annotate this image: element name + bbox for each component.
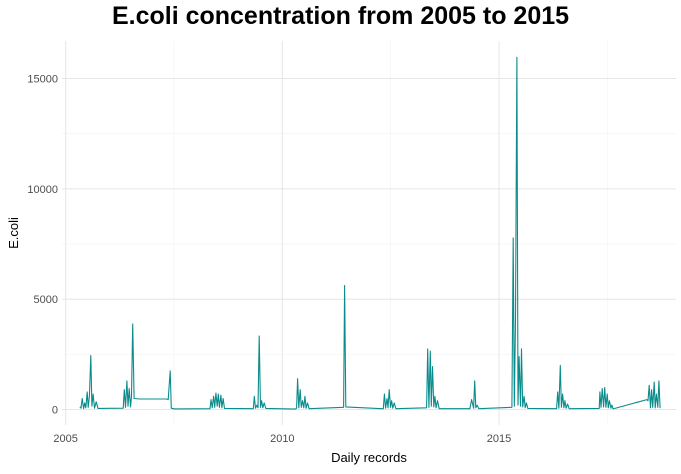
y-tick-label: 5000 <box>34 294 58 306</box>
chart-title: E.coli concentration from 2005 to 2015 <box>111 2 570 30</box>
series-layer <box>79 56 661 410</box>
x-axis-title: Daily records <box>331 450 407 465</box>
x-tick-label: 2015 <box>487 433 511 445</box>
y-tick-label: 15000 <box>27 74 58 86</box>
major-gridlines <box>62 41 676 425</box>
y-tick-label: 10000 <box>27 184 58 196</box>
y-tick-labels: 0 5000 10000 15000 <box>27 74 58 417</box>
x-tick-label: 2005 <box>53 433 77 445</box>
minor-gridlines <box>62 41 676 425</box>
x-tick-label: 2010 <box>270 433 294 445</box>
y-axis-title: E.coli <box>6 217 21 249</box>
y-tick-label: 0 <box>52 405 58 417</box>
x-tick-labels: 2005 2010 2015 <box>53 433 511 445</box>
series-line <box>79 56 661 410</box>
